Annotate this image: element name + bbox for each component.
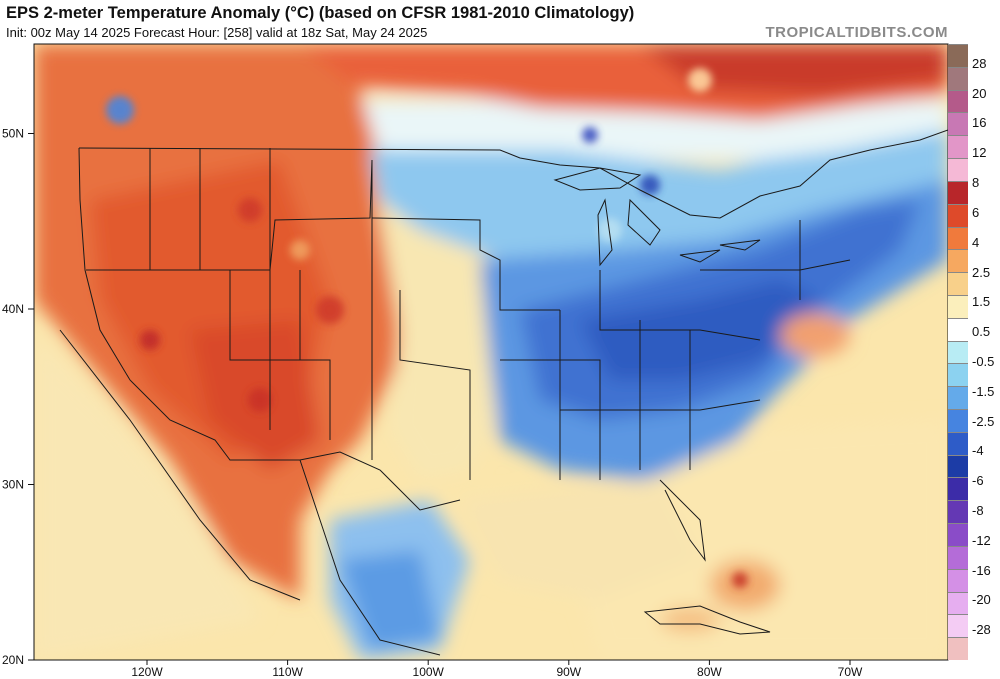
longitude-label: 100W	[413, 665, 445, 679]
colorbar-label: 16	[972, 115, 987, 131]
colorbar-swatch	[948, 66, 968, 91]
state-borders	[59, 129, 948, 656]
colorbar-label: 0.5	[972, 324, 991, 340]
colorbar-swatch	[948, 386, 968, 410]
colorbar-swatch	[948, 477, 968, 501]
latitude-label: 20N	[2, 653, 24, 667]
colorbar-label: 12	[972, 145, 987, 161]
colorbar-swatch	[948, 226, 968, 250]
colorbar-label: 8	[972, 175, 980, 191]
colorbar-swatch	[948, 272, 968, 296]
longitude-label: 90W	[556, 665, 581, 679]
longitude-labels: 120W 110W 100W 90W 80W 70W	[131, 660, 863, 679]
colorbar-label: 28	[972, 55, 987, 71]
colorbar-swatch	[948, 89, 968, 113]
colorbar-swatch	[948, 363, 968, 387]
colorbar-label: 1.5	[972, 294, 991, 310]
longitude-label: 120W	[131, 665, 163, 679]
colorbar-label: -28	[972, 622, 991, 638]
latitude-label: 40N	[2, 302, 24, 316]
colorbar-swatch	[948, 523, 968, 547]
colorbar-label: -2.5	[972, 413, 995, 429]
colorbar-swatch	[948, 180, 968, 205]
longitude-label: 70W	[838, 665, 863, 679]
latitude-label: 50N	[2, 127, 24, 141]
latitude-label: 30N	[2, 478, 24, 492]
colorbar-swatch	[948, 340, 968, 364]
colorbar-swatch	[948, 249, 968, 273]
map-subtitle: Init: 00z May 14 2025 Forecast Hour: [25…	[6, 25, 428, 40]
colorbar-label: 2.5	[972, 264, 991, 280]
colorbar-swatch	[948, 545, 968, 570]
colorbar-swatch	[948, 135, 968, 159]
colorbar-swatch	[948, 454, 968, 478]
colorbar-label: -4	[972, 443, 984, 459]
longitude-label: 110W	[272, 665, 303, 679]
colorbar-swatch	[948, 637, 968, 661]
colorbar-swatch	[948, 294, 968, 319]
colorbar-label: 20	[972, 85, 987, 101]
brand-watermark: TROPICALTIDBITS.COM	[765, 24, 948, 41]
anomaly-field	[34, 44, 948, 660]
colorbar-swatch	[948, 317, 968, 342]
map-title: EPS 2-meter Temperature Anomaly (°C) (ba…	[6, 4, 635, 22]
colorbar-label: 4	[972, 234, 980, 250]
colorbar-swatch	[948, 500, 968, 524]
colorbar	[948, 44, 968, 661]
colorbar-swatch	[948, 203, 968, 228]
colorbar-label: 6	[972, 204, 980, 220]
colorbar-label: -12	[972, 532, 991, 548]
colorbar-swatch	[948, 409, 968, 433]
colorbar-swatch	[948, 44, 968, 68]
great-lakes-outline	[553, 167, 761, 267]
colorbar-swatch	[948, 568, 968, 593]
colorbar-swatch	[948, 591, 968, 615]
latitude-labels: 50N 40N 30N 20N	[2, 127, 34, 667]
colorbar-label: -6	[972, 473, 984, 489]
colorbar-label: -8	[972, 502, 984, 518]
colorbar-swatch	[948, 158, 968, 182]
colorbar-label: -0.5	[972, 353, 995, 369]
colorbar-label: -16	[972, 562, 991, 578]
cuba-outline	[643, 605, 771, 635]
longitude-label: 80W	[697, 665, 722, 679]
colorbar-label: -1.5	[972, 383, 995, 399]
colorbar-label: -20	[972, 592, 991, 608]
colorbar-swatch	[948, 431, 968, 456]
colorbar-swatch	[948, 614, 968, 638]
colorbar-swatch	[948, 112, 968, 136]
